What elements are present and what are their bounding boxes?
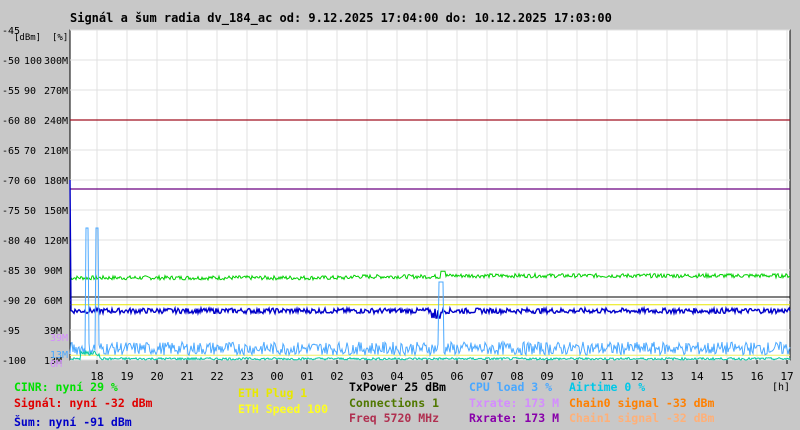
y-tick-pct: 20 xyxy=(24,296,36,307)
y-tick-rate: 240M xyxy=(44,116,68,127)
x-tick-label: 01 xyxy=(300,370,313,383)
y-tick-pct: 70 xyxy=(24,146,36,157)
y-tick-dbm: -45 xyxy=(2,26,20,37)
y-tick-pct: 90 xyxy=(24,86,36,97)
airtime-series-line xyxy=(69,349,791,361)
x-tick-label: 02 xyxy=(330,370,343,383)
x-tick-label: 20 xyxy=(150,370,163,383)
legend-cpu: CPU load 3 % xyxy=(469,380,553,394)
x-tick-label: 23 xyxy=(240,370,253,383)
y-tick-dbm: -70 xyxy=(2,176,20,187)
y-tick-rate: 13M xyxy=(44,356,62,367)
cpu-series-line xyxy=(69,227,791,358)
x-tick-label: 06 xyxy=(450,370,463,383)
legend-rxrate: Rxrate: 173 M xyxy=(469,411,560,425)
y-tick-rate: 270M xyxy=(44,86,68,97)
y-tick-dbm: -60 xyxy=(2,116,20,127)
y-tick-pct: 60 xyxy=(24,176,36,187)
x-tick-label: 21 xyxy=(180,370,193,383)
y-tick-rate-colored: 39M xyxy=(50,333,68,344)
x-axis-ticks: 18 19 20 21 22 23 00 01 02 03 04 05 06 07 08 09 10 11 12 13… xyxy=(90,360,794,383)
legend-signal: Signál: nyní -32 dBm xyxy=(14,396,153,410)
x-tick-label: 05 xyxy=(420,370,433,383)
y-tick-rate: 90M xyxy=(44,266,62,277)
x-tick-label: 18 xyxy=(90,370,103,383)
legend-chain1: Chain1 signal -32 dBm xyxy=(569,411,715,425)
y-tick-dbm: -75 xyxy=(2,206,20,217)
legend-cinr: CINR: nyní 29 % xyxy=(14,380,118,394)
x-tick-label: 13 xyxy=(660,370,673,383)
y-tick-rate: 300M xyxy=(44,56,68,67)
y-tick-dbm: -80 xyxy=(2,236,20,247)
y-tick-rate-colored: 13M xyxy=(50,350,68,361)
y-tick-dbm: -55 xyxy=(2,86,20,97)
y-tick-dbm: -50 xyxy=(2,56,20,67)
y-tick-rate: 210M xyxy=(44,146,68,157)
legend-freq: Freq 5720 MHz xyxy=(349,411,440,425)
legend-connections: Connections 1 xyxy=(349,396,440,410)
y-tick-rate: 60M xyxy=(44,296,62,307)
x-tick-label: 00 xyxy=(270,370,283,383)
grid-lines xyxy=(70,29,790,361)
y-tick-pct: 50 xyxy=(24,206,36,217)
y-tick-dbm: -90 xyxy=(2,296,20,307)
chart-title: Signál a šum radia dv_184_ac od: 9.12.20… xyxy=(70,11,612,26)
legend-chain0: Chain0 signal -33 dBm xyxy=(569,396,715,410)
x-tick-label: 19 xyxy=(120,370,133,383)
y-tick-pct: 40 xyxy=(24,236,36,247)
y-tick-rate: 150M xyxy=(44,206,68,217)
y-tick-rate: 120M xyxy=(44,236,68,247)
series-group xyxy=(69,119,791,361)
x-tick-label: 09 xyxy=(540,370,553,383)
cinr-series-line xyxy=(69,270,791,282)
x-tick-label: 04 xyxy=(390,370,404,383)
y-tick-rate: 180M xyxy=(44,176,68,187)
y-tick-pct: 100 xyxy=(24,56,42,67)
legend-eth-plug: ETH Plug 1 xyxy=(238,386,308,400)
x-tick-label: 10 xyxy=(570,370,583,383)
y-tick-pct: 80 xyxy=(24,116,36,127)
legend-txrate: Txrate: 173 M xyxy=(469,396,560,410)
legend-eth-speed: ETH Speed 100 xyxy=(238,402,329,416)
y-tick-rate-colored: 6M xyxy=(50,359,62,370)
x-tick-label: 17 xyxy=(780,370,793,383)
unit-pct-label: [%] xyxy=(52,33,68,43)
x-tick-label: 15 xyxy=(720,370,733,383)
unit-hours-label: [h] xyxy=(772,382,790,393)
y-tick-pct: 30 xyxy=(24,266,36,277)
y-tick-dbm: -65 xyxy=(2,146,20,157)
y-axis-ticks: -45 -50 100 300M -55 90 270M -60 80 240M -65 70 210M… xyxy=(2,26,68,370)
x-tick-label: 08 xyxy=(510,370,523,383)
x-tick-label: 12 xyxy=(630,370,643,383)
legend-txpower: TxPower 25 dBm xyxy=(349,380,446,394)
x-tick-label: 07 xyxy=(480,370,493,383)
noise-series-line xyxy=(69,179,791,319)
x-tick-label: 14 xyxy=(690,370,704,383)
x-tick-label: 22 xyxy=(210,370,223,383)
y-tick-dbm: -85 xyxy=(2,266,20,277)
legend-airtime: Airtime 0 % xyxy=(569,380,646,394)
x-tick-label: 03 xyxy=(360,370,373,383)
y-tick-dbm: -100 xyxy=(2,356,26,367)
x-tick-label: 11 xyxy=(600,370,613,383)
x-tick-label: 16 xyxy=(750,370,763,383)
legend-noise: Šum: nyní -91 dBm xyxy=(14,415,132,429)
y-tick-rate: 39M xyxy=(44,326,62,337)
y-tick-dbm: -95 xyxy=(2,326,20,337)
unit-dbm-label: [dBm] xyxy=(14,33,41,43)
